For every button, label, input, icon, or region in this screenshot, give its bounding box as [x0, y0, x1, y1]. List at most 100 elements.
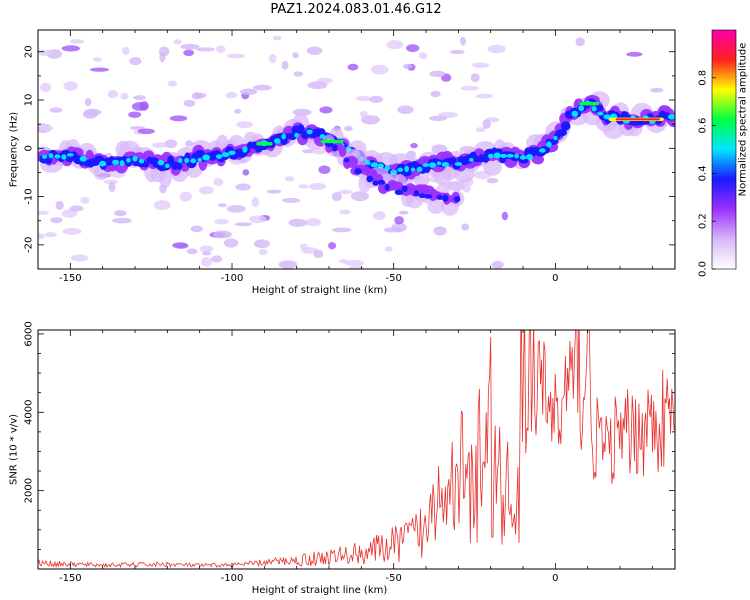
noise-blob	[350, 191, 369, 202]
colorbar-tick-label: 0.0	[698, 261, 709, 277]
noise-blob	[383, 227, 403, 233]
noise-blob	[319, 106, 333, 114]
noise-blob	[108, 182, 116, 192]
spectrogram-frame	[37, 29, 676, 270]
ridge-blob	[164, 163, 170, 168]
noise-blob	[253, 239, 270, 249]
noise-blob	[410, 142, 418, 149]
noise-blob	[152, 142, 167, 149]
noise-blob	[249, 215, 267, 224]
ridge-blob	[384, 183, 390, 191]
noise-blob	[214, 218, 229, 225]
noise-blob	[190, 225, 203, 233]
ridge-blob	[397, 167, 404, 172]
ridge-blob	[401, 185, 408, 192]
colorbar-tick-label: 0.4	[698, 165, 709, 181]
noise-blob	[348, 265, 365, 269]
noise-blob	[359, 111, 368, 117]
noise-blob	[199, 186, 214, 195]
ridge-blob	[41, 154, 48, 159]
ridge-blob	[141, 161, 149, 168]
ridge-blob	[197, 157, 202, 162]
x-tick-label: -50	[386, 273, 402, 284]
noise-blob	[293, 71, 304, 77]
y-tick-label: 2000	[24, 478, 35, 503]
noise-blob	[344, 259, 364, 267]
noise-blob	[179, 191, 192, 202]
noise-blob	[472, 62, 490, 68]
ridge-blob	[158, 165, 172, 188]
snr-series-line	[38, 330, 675, 569]
noise-blob	[199, 245, 214, 253]
noise-blob	[418, 52, 428, 60]
ridge-blob	[306, 129, 313, 135]
noise-blob	[38, 233, 45, 239]
ridge-blob	[518, 158, 529, 164]
noise-blob	[486, 178, 499, 184]
noise-blob	[89, 67, 110, 72]
noise-blob	[284, 176, 295, 182]
ridge-blob	[416, 166, 423, 172]
ridge-blob	[216, 154, 223, 160]
noise-blob	[80, 196, 90, 204]
ridge-blob	[578, 105, 584, 112]
snr-panel: -150 -100 -50 0 2000 4000 6000 Height of straig…	[9, 321, 676, 596]
ridge-blob	[228, 150, 236, 155]
ridge-blob	[119, 160, 125, 167]
noise-blob	[137, 128, 155, 135]
noise-blob	[38, 210, 50, 215]
noise-blob	[216, 45, 226, 53]
noise-blob	[62, 227, 82, 235]
ridge-blob	[427, 199, 445, 214]
noise-blob	[93, 57, 102, 62]
ridge-blob	[436, 161, 442, 166]
x-tick-label: -150	[59, 273, 82, 284]
ridge-blob	[112, 159, 120, 165]
noise-blob	[183, 99, 196, 107]
ridge-blob	[61, 154, 67, 160]
noise-blob	[180, 43, 200, 50]
noise-blob	[306, 46, 323, 55]
noise-blob	[501, 211, 509, 221]
noise-blob	[305, 218, 321, 227]
y-tick-label: 6000	[24, 321, 35, 346]
noise-blob	[251, 197, 260, 208]
figure-title: PAZ1.2024.083.01.46.G12	[270, 2, 442, 17]
ridge-blob	[377, 179, 386, 185]
noise-blob	[298, 184, 309, 189]
noise-blob	[372, 211, 386, 221]
ridge-blob	[441, 162, 450, 167]
noise-blob	[470, 73, 480, 83]
noise-blob	[223, 238, 239, 248]
ridge-blob	[493, 152, 501, 159]
ridge-blob	[372, 180, 379, 186]
ridge-blob	[488, 153, 494, 159]
ridge-blob	[526, 154, 533, 160]
noise-blob	[384, 246, 393, 253]
ridge-blob	[546, 141, 552, 148]
ridge-blob	[519, 155, 527, 160]
noise-blob	[301, 149, 315, 154]
noise-blob	[338, 189, 354, 195]
noise-blob	[200, 257, 213, 267]
colorbar-label: Normalized spectral amplitude	[738, 43, 749, 197]
noise-blob	[69, 205, 84, 212]
ridge-blob	[175, 162, 183, 170]
noise-blob	[253, 84, 272, 91]
noise-blob	[331, 192, 342, 202]
noise-blob	[331, 227, 352, 233]
ridge-blob	[297, 124, 305, 134]
noise-blob	[446, 181, 466, 191]
noise-blob	[281, 198, 301, 203]
noise-blob	[196, 47, 216, 52]
noise-blob	[173, 39, 182, 45]
x-tick-label: -150	[59, 573, 82, 584]
noise-blob	[626, 51, 643, 57]
noise-blob	[194, 92, 207, 99]
noise-blob	[266, 189, 282, 194]
ridge-blob	[454, 162, 463, 166]
ridge-blob	[79, 155, 87, 162]
noise-blob	[211, 255, 223, 263]
